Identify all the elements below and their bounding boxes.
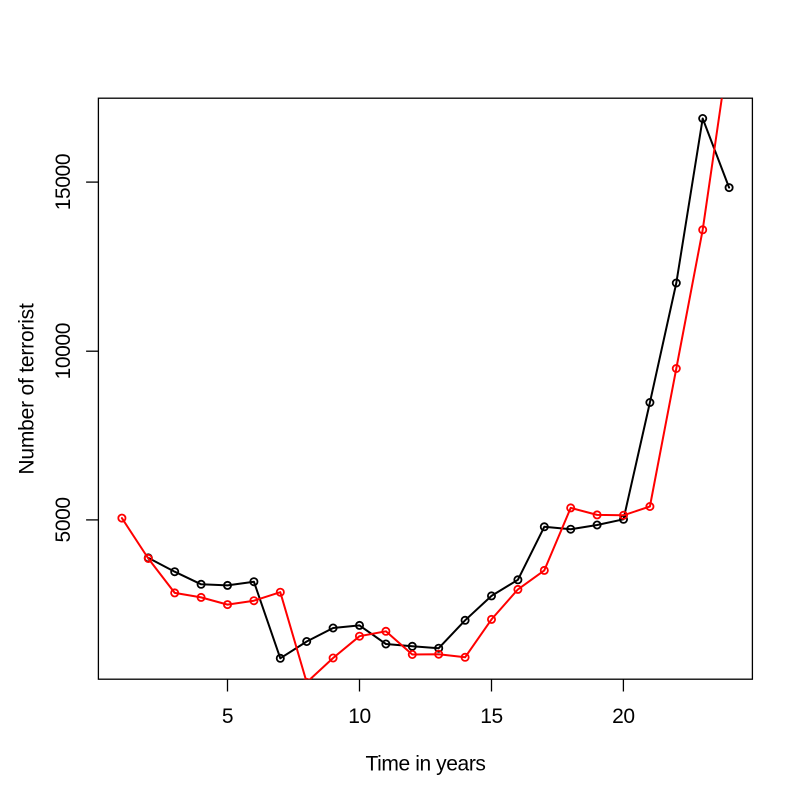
svg-text:15: 15 — [480, 705, 503, 728]
svg-text:10000: 10000 — [52, 323, 75, 379]
svg-text:Time in years: Time in years — [365, 753, 485, 776]
svg-text:20: 20 — [612, 705, 635, 728]
svg-text:5000: 5000 — [52, 497, 75, 542]
svg-text:10: 10 — [348, 705, 371, 728]
svg-text:Number of terrorist: Number of terrorist — [16, 303, 39, 475]
svg-text:15000: 15000 — [52, 154, 75, 210]
svg-text:5: 5 — [222, 705, 233, 728]
